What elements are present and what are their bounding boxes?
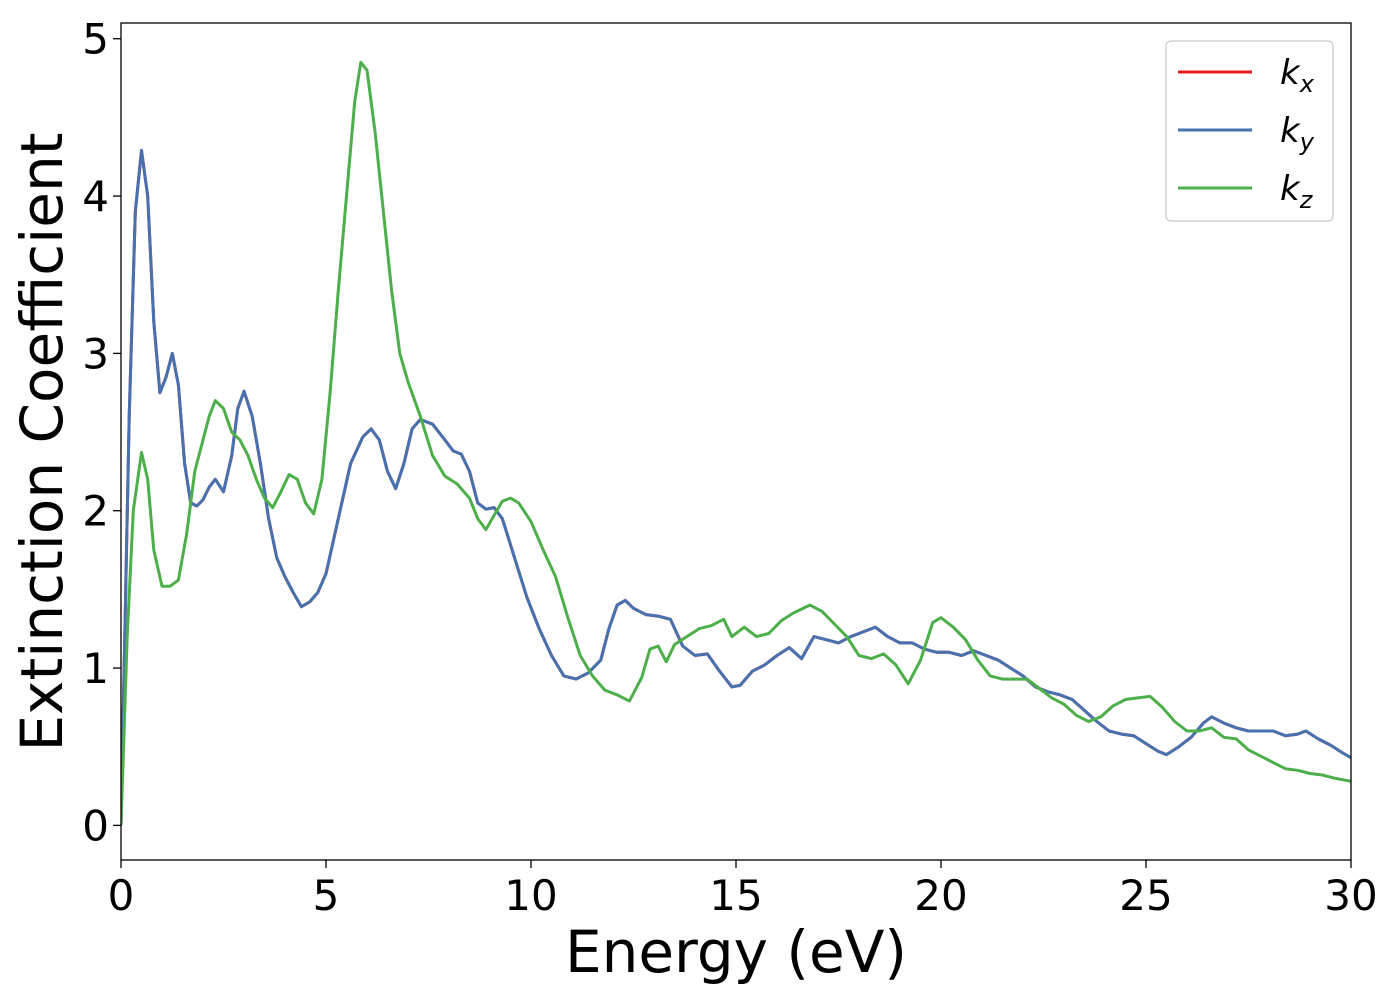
plot-area xyxy=(121,60,1351,826)
x-tick-label: 25 xyxy=(1119,871,1172,920)
x-tick-label: 10 xyxy=(504,871,557,920)
x-tick-label: 5 xyxy=(313,871,340,920)
x-tick-label: 20 xyxy=(914,871,967,920)
series-line-x xyxy=(121,148,1351,826)
y-axis-label: Extinction Coefficient xyxy=(8,133,76,752)
x-tick-label: 30 xyxy=(1324,871,1377,920)
y-tick-label: 2 xyxy=(82,487,109,536)
series-line-y xyxy=(121,148,1351,826)
x-tick-label: 0 xyxy=(108,871,135,920)
series-line-z xyxy=(121,60,1351,826)
x-tick-label: 15 xyxy=(709,871,762,920)
y-tick-label: 4 xyxy=(82,172,109,221)
y-tick-label: 0 xyxy=(82,801,109,850)
y-tick-label: 1 xyxy=(82,644,109,693)
axes: 0 5 10 15 20 25 30 0 1 2 3 4 5 xyxy=(82,15,1377,920)
y-tick-label: 3 xyxy=(82,329,109,378)
x-axis-label: Energy (eV) xyxy=(565,918,907,986)
legend-label-x: kx xyxy=(1280,53,1315,98)
y-tick-label: 5 xyxy=(82,15,109,64)
